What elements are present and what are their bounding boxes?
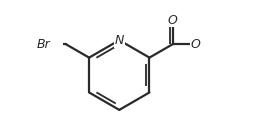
- Text: Br: Br: [36, 38, 50, 51]
- Text: O: O: [168, 14, 178, 27]
- Text: O: O: [191, 38, 200, 51]
- Text: N: N: [115, 34, 124, 47]
